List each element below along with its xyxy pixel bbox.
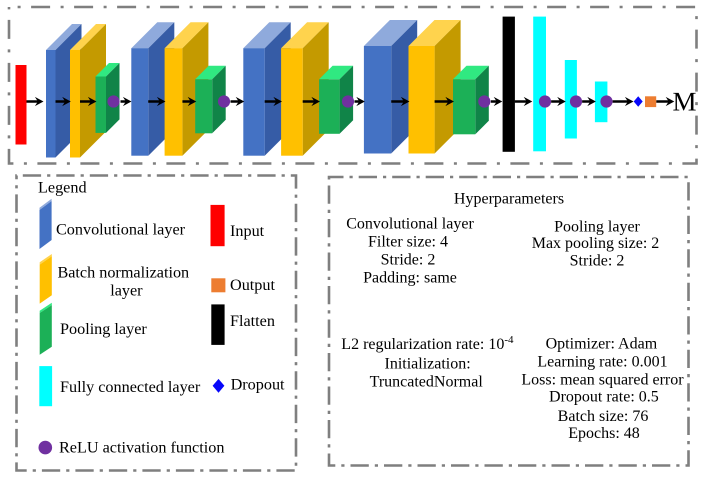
svg-text:Hyperparameters: Hyperparameters [454,190,564,207]
svg-text:Epochs: 48: Epochs: 48 [568,425,640,442]
svg-text:Convolutional layer: Convolutional layer [346,215,474,232]
svg-text:Pooling layer: Pooling layer [60,320,147,338]
svg-text:Dropout: Dropout [231,376,285,394]
svg-text:Batch normalization: Batch normalization [57,264,189,282]
svg-text:TruncatedNormal: TruncatedNormal [370,374,484,391]
svg-text:Optimizer: Adam: Optimizer: Adam [546,335,658,352]
svg-text:Max pooling size: 2: Max pooling size: 2 [532,235,660,252]
svg-text:Dropout rate: 0.5: Dropout rate: 0.5 [549,389,659,406]
svg-text:Flatten: Flatten [230,312,275,330]
svg-text:Loss: mean squared error: Loss: mean squared error [521,372,684,389]
svg-text:Stride: 2: Stride: 2 [381,251,436,268]
svg-text:L2 regularization rate: 10-4: L2 regularization rate: 10-4 [341,334,514,353]
svg-text:Pooling layer: Pooling layer [554,218,640,235]
svg-text:Legend: Legend [38,179,87,197]
svg-text:Padding: same: Padding: same [363,270,457,287]
svg-text:layer: layer [110,282,143,300]
svg-text:Initialization:: Initialization: [384,355,470,372]
svg-text:Batch size: 76: Batch size: 76 [558,408,649,425]
svg-text:Output: Output [230,276,275,294]
svg-text:Fully connected layer: Fully connected layer [60,378,201,396]
svg-text:Learning rate: 0.001: Learning rate: 0.001 [537,353,667,370]
svg-text:Input: Input [230,222,265,240]
svg-text:Convolutional layer: Convolutional layer [56,221,186,239]
svg-text:Stride: 2: Stride: 2 [570,252,625,269]
svg-text:ReLU activation function: ReLU activation function [59,439,224,457]
svg-text:Filter size: 4: Filter size: 4 [368,233,448,250]
